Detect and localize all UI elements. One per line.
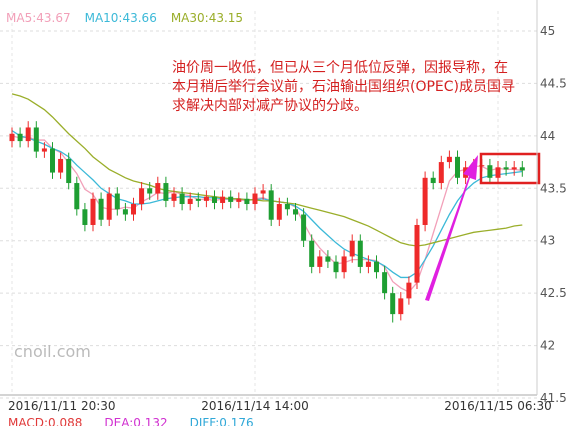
candle-body (276, 204, 282, 220)
candle-body (260, 190, 266, 194)
candle-body (212, 196, 217, 203)
candle-body (98, 198, 104, 220)
ma-line (11, 93, 523, 247)
candle-body (317, 256, 323, 267)
candle-body (163, 183, 169, 201)
x-tick-label: 2016/11/14 14:00 (201, 399, 309, 413)
candle-body (382, 272, 388, 294)
arrow (425, 155, 478, 301)
candle-body (341, 256, 347, 273)
ma-lines (11, 93, 523, 293)
highlight-box (479, 152, 541, 185)
candle-body (41, 148, 47, 152)
candle-body (390, 293, 396, 315)
candle-body (187, 198, 193, 205)
candle-body (74, 183, 80, 210)
y-tick-label: 42.5 (540, 286, 566, 300)
candle-body (122, 209, 128, 215)
annotation: 本月稍后举行会议前，石油输出国组织(OPEC)成员国寻 (172, 78, 515, 95)
y-tick-label: 44 (540, 129, 555, 143)
y-tick-label: 44.5 (540, 76, 566, 90)
candle-body (438, 162, 444, 184)
ma-line (11, 130, 523, 279)
candle-body (50, 148, 55, 173)
indicator: DEA:0.132 (104, 416, 167, 426)
candle-body (58, 158, 64, 173)
candle-body (333, 261, 339, 273)
candle-body (147, 188, 153, 194)
candle-body (228, 196, 234, 202)
annotation: 求解决内部对减产协议的分歧。 (172, 98, 368, 114)
candle-body (357, 240, 363, 267)
candle-body (301, 214, 307, 241)
annotation: 油价周一收低，但已从三个月低位反弹，因报导称，在 (172, 60, 508, 76)
candle-body (252, 193, 258, 205)
candle-body (9, 133, 15, 142)
candle-body (236, 198, 242, 202)
candle-body (82, 209, 88, 225)
candle-body (519, 167, 525, 171)
candle-body (244, 198, 250, 205)
y-tick-label: 41.5 (540, 391, 566, 405)
candle-body (179, 193, 185, 205)
candle-body (25, 127, 31, 142)
legend-entry: MA30:43.15 (171, 11, 243, 25)
candle-body (430, 177, 436, 184)
candles (9, 121, 525, 323)
candle-body (455, 156, 460, 178)
candle-body (414, 224, 420, 283)
candle-body (511, 167, 517, 170)
candle-body (422, 177, 428, 225)
indicator: DIFF:0.176 (190, 416, 254, 426)
candle-body (203, 196, 209, 201)
candle-body (325, 256, 331, 262)
candle-body (268, 190, 274, 220)
candle-body (131, 204, 136, 215)
y-tick-label: 45 (540, 24, 555, 38)
candle-body (309, 240, 315, 267)
legend-entry: MA10:43.66 (85, 11, 157, 25)
candle-body (503, 167, 509, 170)
candle-body (139, 188, 145, 205)
indicator: MACD:0.088 (8, 416, 82, 426)
candle-body (106, 193, 112, 220)
candle-body (114, 193, 120, 210)
candle-body (195, 198, 201, 201)
candle-body (33, 127, 39, 152)
candle-body (155, 183, 161, 194)
candle-body (220, 196, 226, 203)
candle-body (349, 240, 355, 257)
y-tick-label: 42 (540, 339, 555, 353)
x-tick-label: 2016/11/11 20:30 (8, 399, 116, 413)
candle-body (495, 167, 501, 178)
candle-body (365, 261, 371, 267)
candle-body (398, 298, 404, 315)
candle-body (487, 165, 493, 178)
candle-body (284, 204, 290, 210)
candle-body (374, 261, 379, 273)
legend-entry: MA5:43.67 (6, 11, 71, 25)
candle-body (66, 158, 72, 184)
watermark: cnoil.com (14, 342, 91, 361)
y-tick-label: 43.5 (540, 181, 566, 195)
candle-body (406, 282, 412, 299)
y-tick-label: 43 (540, 234, 555, 248)
candle-body (293, 209, 298, 215)
candle-body (17, 133, 23, 142)
candle-body (446, 156, 452, 163)
candle-body (90, 198, 96, 225)
candle-body (171, 193, 177, 201)
x-tick-label: 2016/11/15 06:30 (444, 399, 552, 413)
